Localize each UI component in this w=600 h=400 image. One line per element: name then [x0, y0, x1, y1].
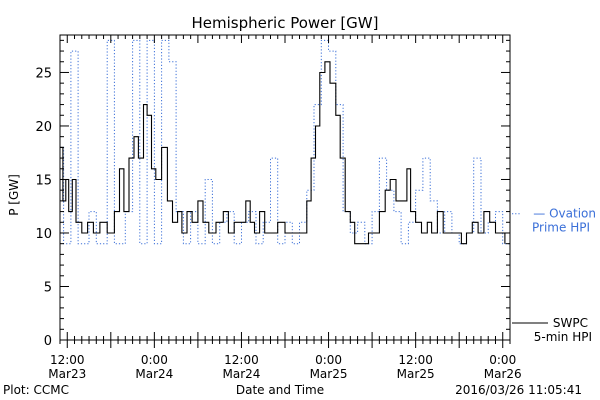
x-tick-label-date: Mar25 — [397, 367, 435, 381]
plot-credit: Plot: CCMC — [3, 383, 69, 397]
series-layer — [60, 39, 511, 245]
timestamp: 2016/03/26 11:05:41 — [455, 383, 582, 397]
y-tick-label: 10 — [35, 227, 52, 242]
y-tick-label: 0 — [44, 334, 52, 349]
x-tick-label-time: 0:00 — [315, 353, 342, 367]
ovation-prime-series-line — [60, 39, 511, 245]
y-tick-label: 5 — [44, 280, 52, 295]
chart-title: Hemispheric Power [GW] — [192, 14, 379, 32]
x-tick-label-time: 0:00 — [141, 353, 168, 367]
legend-ovation-label-2: Prime HPI — [532, 221, 590, 235]
x-tick-label-time: 0:00 — [489, 353, 516, 367]
y-tick-label: 25 — [35, 66, 52, 81]
legend-ovation-label: — Ovation — [533, 207, 596, 221]
y-tick-label: 15 — [35, 173, 52, 188]
legend-swpc-label-2: 5-min HPI — [534, 330, 592, 344]
x-tick-label-date: Mar24 — [222, 367, 260, 381]
swpc-series-line — [60, 61, 506, 245]
plot-frame — [59, 34, 511, 341]
x-tick-label-date: Mar25 — [310, 367, 348, 381]
x-tick-label-date: Mar23 — [48, 367, 86, 381]
y-tick-label: 20 — [35, 120, 52, 135]
x-tick-label-date: Mar24 — [135, 367, 173, 381]
x-tick-label-time: 12:00 — [50, 353, 85, 367]
x-axis-label: Date and Time — [236, 383, 324, 397]
x-tick-label-date: Mar26 — [484, 367, 522, 381]
y-axis-label: P [GW] — [7, 174, 21, 216]
legend-swpc-label: SWPC — [553, 316, 588, 330]
x-tick-label-time: 12:00 — [398, 353, 433, 367]
axis-layer: 051015202512:00Mar230:00Mar2412:00Mar240… — [35, 35, 522, 381]
x-tick-label-time: 12:00 — [224, 353, 259, 367]
